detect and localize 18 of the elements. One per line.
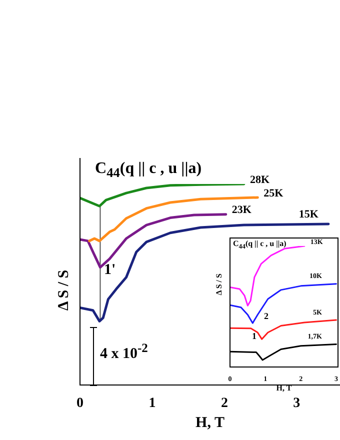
x-axis-title: H, T — [196, 414, 224, 431]
series-label: 25K — [264, 187, 284, 200]
y-axis-title: Δ S / S — [214, 274, 224, 296]
x-tick-label: 2 — [220, 396, 228, 412]
annotation: 2 — [264, 311, 268, 322]
annotation: 1 — [252, 331, 256, 342]
chart-title: C$_{44}$(q || c , u ||a) — [95, 160, 202, 181]
chart-title: C$_{44}$(q || c , u ||a) — [233, 239, 286, 251]
x-tick-label: 0 — [76, 396, 84, 412]
series-label: 15K — [298, 208, 319, 220]
series-label: 23K — [232, 204, 252, 216]
x-tick-label: 3 — [293, 396, 300, 412]
annotation: 1' — [104, 262, 116, 278]
annotation: 4 x 10$^{-2}$ — [100, 341, 148, 362]
series-label: 28K — [250, 174, 270, 186]
y-axis-title: Δ S / S — [56, 270, 73, 311]
x-axis-title: H, T — [276, 383, 292, 392]
x-tick-label: 1 — [148, 396, 156, 412]
